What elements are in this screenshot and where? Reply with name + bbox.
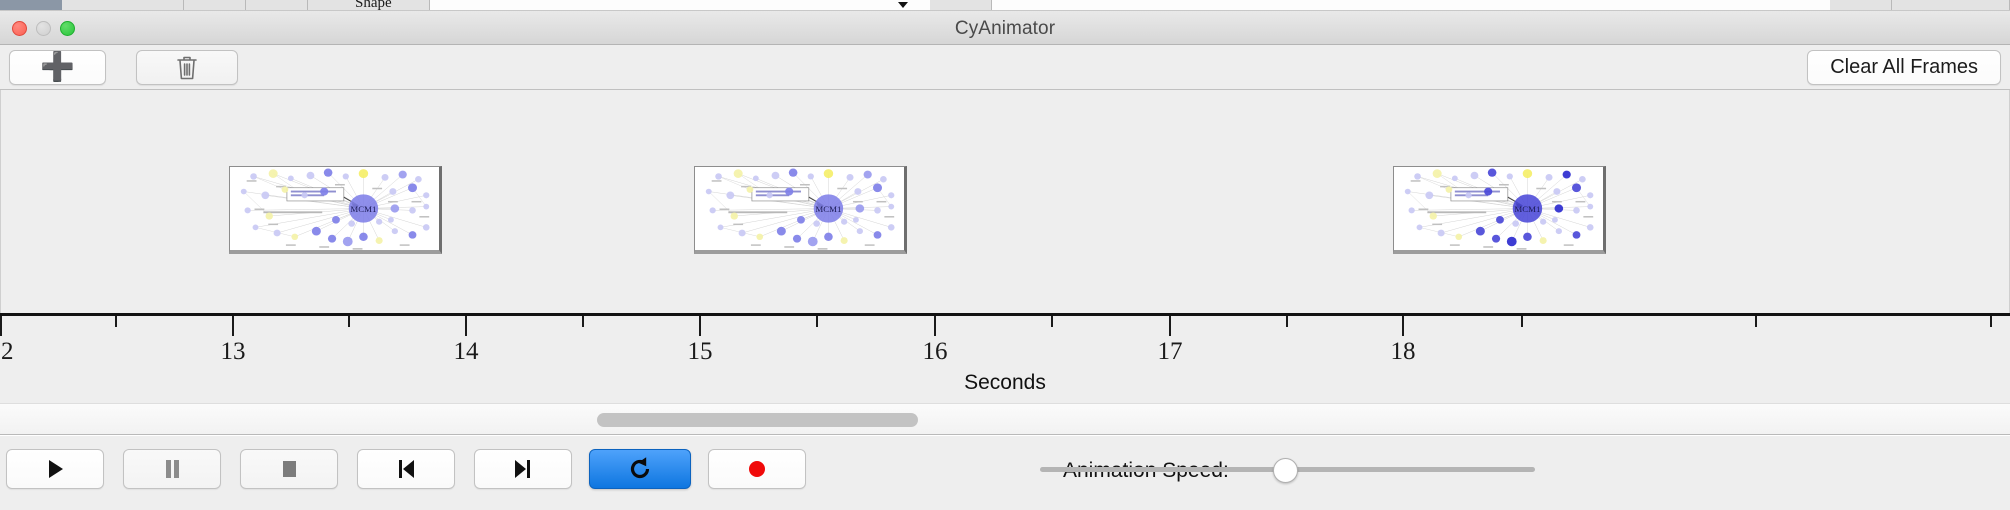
timeline-ruler[interactable]: 12 13 14 15 16 17 18 Seconds	[0, 313, 2010, 403]
stop-icon	[276, 456, 302, 482]
background-tab-7	[1892, 0, 2010, 10]
ruler-major-tick-17	[1169, 316, 1171, 336]
ruler-minor-tick-4	[1051, 316, 1053, 327]
ruler-major-tick-14	[465, 316, 467, 336]
trash-icon	[177, 56, 197, 79]
zoom-button[interactable]	[60, 21, 75, 36]
pause-icon	[159, 456, 185, 482]
add-frame-button[interactable]: ➕	[9, 50, 106, 85]
ruler-tick-label-14: 14	[453, 338, 479, 365]
background-tab-4	[308, 0, 430, 10]
delete-frame-button[interactable]	[136, 50, 238, 85]
record-button[interactable]	[708, 449, 806, 489]
frame-thumbnail-2[interactable]: MCM1	[694, 166, 907, 254]
window-titlebar: CyAnimator	[0, 11, 2010, 45]
background-window-label: Shape	[355, 0, 392, 11]
frame-thumbnail-3[interactable]: MCM1	[1393, 166, 1606, 254]
frame-thumbnail-1[interactable]: MCM1	[229, 166, 442, 254]
ruler-minor-tick-5	[1286, 316, 1288, 327]
background-tab-1	[62, 0, 184, 10]
background-caret-icon	[898, 2, 908, 8]
playback-controls-bar: Animation Speed:	[0, 436, 2010, 510]
toolbar: ➕ Clear All Frames	[0, 45, 2010, 90]
ruler-minor-tick-2	[582, 316, 584, 327]
record-icon	[744, 456, 770, 482]
minimize-button[interactable]	[36, 21, 51, 36]
timeline-scrollbar-thumb[interactable]	[597, 413, 918, 427]
loop-icon	[625, 454, 655, 484]
animation-speed-slider-thumb[interactable]	[1273, 458, 1298, 483]
background-window-dark-tab	[0, 0, 62, 10]
plus-icon: ➕	[40, 50, 75, 82]
stop-button	[240, 449, 338, 489]
play-icon	[42, 456, 68, 482]
axis-title-seconds: Seconds	[964, 371, 1046, 394]
ruler-tick-label-18: 18	[1390, 338, 1416, 365]
ruler-major-tick-12	[0, 316, 2, 336]
ruler-major-tick-13	[232, 316, 234, 336]
timeline-scrollbar[interactable]	[0, 403, 2010, 435]
loop-button[interactable]	[589, 449, 691, 489]
skip-to-start-button[interactable]	[357, 449, 455, 489]
ruler-minor-tick-8	[1990, 316, 1992, 327]
ruler-major-tick-15	[699, 316, 701, 336]
ruler-minor-tick-7	[1755, 316, 1757, 327]
background-tab-5	[930, 0, 992, 10]
window-title: CyAnimator	[954, 18, 1056, 39]
clear-all-frames-button[interactable]: Clear All Frames	[1807, 50, 2001, 85]
ruler-major-tick-16	[934, 316, 936, 336]
skip-to-end-button[interactable]	[474, 449, 572, 489]
ruler-minor-tick-3	[816, 316, 818, 327]
skip-back-icon	[393, 456, 419, 482]
ruler-minor-tick-1	[348, 316, 350, 327]
svg-text:MCM1: MCM1	[350, 204, 376, 214]
ruler-major-tick-18	[1402, 316, 1404, 336]
ruler-tick-label-13: 13	[220, 338, 246, 365]
pause-button	[123, 449, 221, 489]
skip-forward-icon	[510, 456, 536, 482]
svg-text:MCM1: MCM1	[1514, 204, 1540, 214]
background-tab-3	[246, 0, 308, 10]
ruler-minor-tick-6	[1521, 316, 1523, 327]
ruler-tick-label-15: 15	[687, 338, 713, 365]
ruler-tick-label-17: 17	[1157, 338, 1183, 365]
ruler-baseline	[0, 313, 2010, 316]
background-tab-6	[1830, 0, 1892, 10]
background-window-strip: Shape	[0, 0, 2010, 11]
frames-timeline-area[interactable]: MCM1 MCM1	[0, 90, 2010, 317]
background-tab-2	[184, 0, 246, 10]
traffic-lights	[12, 21, 75, 36]
svg-text:MCM1: MCM1	[815, 204, 841, 214]
ruler-tick-label-12: 12	[0, 338, 14, 365]
close-button[interactable]	[12, 21, 27, 36]
play-button[interactable]	[6, 449, 104, 489]
ruler-tick-label-16: 16	[922, 338, 948, 365]
ruler-minor-tick-0	[115, 316, 117, 327]
